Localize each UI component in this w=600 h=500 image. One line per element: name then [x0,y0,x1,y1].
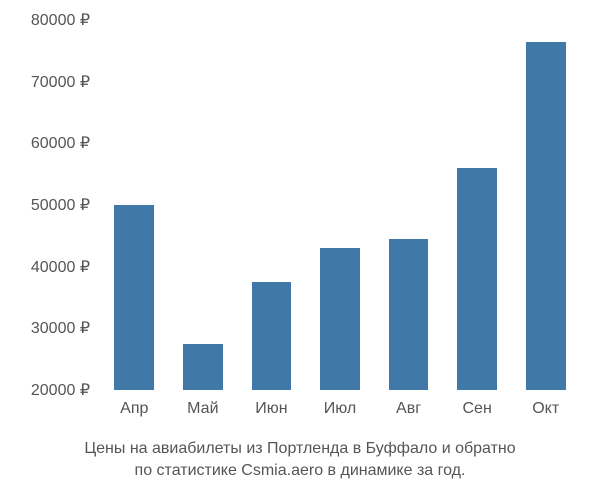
y-tick-label: 30000 ₽ [0,318,90,338]
x-tick-label: Авг [396,400,421,418]
bar [320,248,360,390]
x-tick-label: Окт [532,400,559,418]
y-tick-label: 20000 ₽ [0,380,90,400]
bar [252,282,292,390]
plot-area [100,20,580,390]
y-tick-label: 60000 ₽ [0,133,90,153]
y-tick-label: 70000 ₽ [0,72,90,92]
y-tick-label: 40000 ₽ [0,257,90,277]
caption-line: Цены на авиабилеты из Портленда в Буффал… [0,438,600,460]
x-tick-label: Сен [462,400,491,418]
x-tick-label: Июн [255,400,287,418]
bar [114,205,154,390]
x-tick-label: Июл [324,400,356,418]
bar [389,239,429,390]
y-tick-label: 50000 ₽ [0,195,90,215]
caption-line: по статистике Csmia.aero в динамике за г… [0,460,600,482]
bar [183,344,223,390]
y-tick-label: 80000 ₽ [0,10,90,30]
price-chart: Цены на авиабилеты из Портленда в Буффал… [0,0,600,500]
x-tick-label: Апр [120,400,148,418]
chart-caption: Цены на авиабилеты из Портленда в Буффал… [0,438,600,481]
x-tick-label: Май [187,400,218,418]
bar [526,42,566,390]
bar [457,168,497,390]
